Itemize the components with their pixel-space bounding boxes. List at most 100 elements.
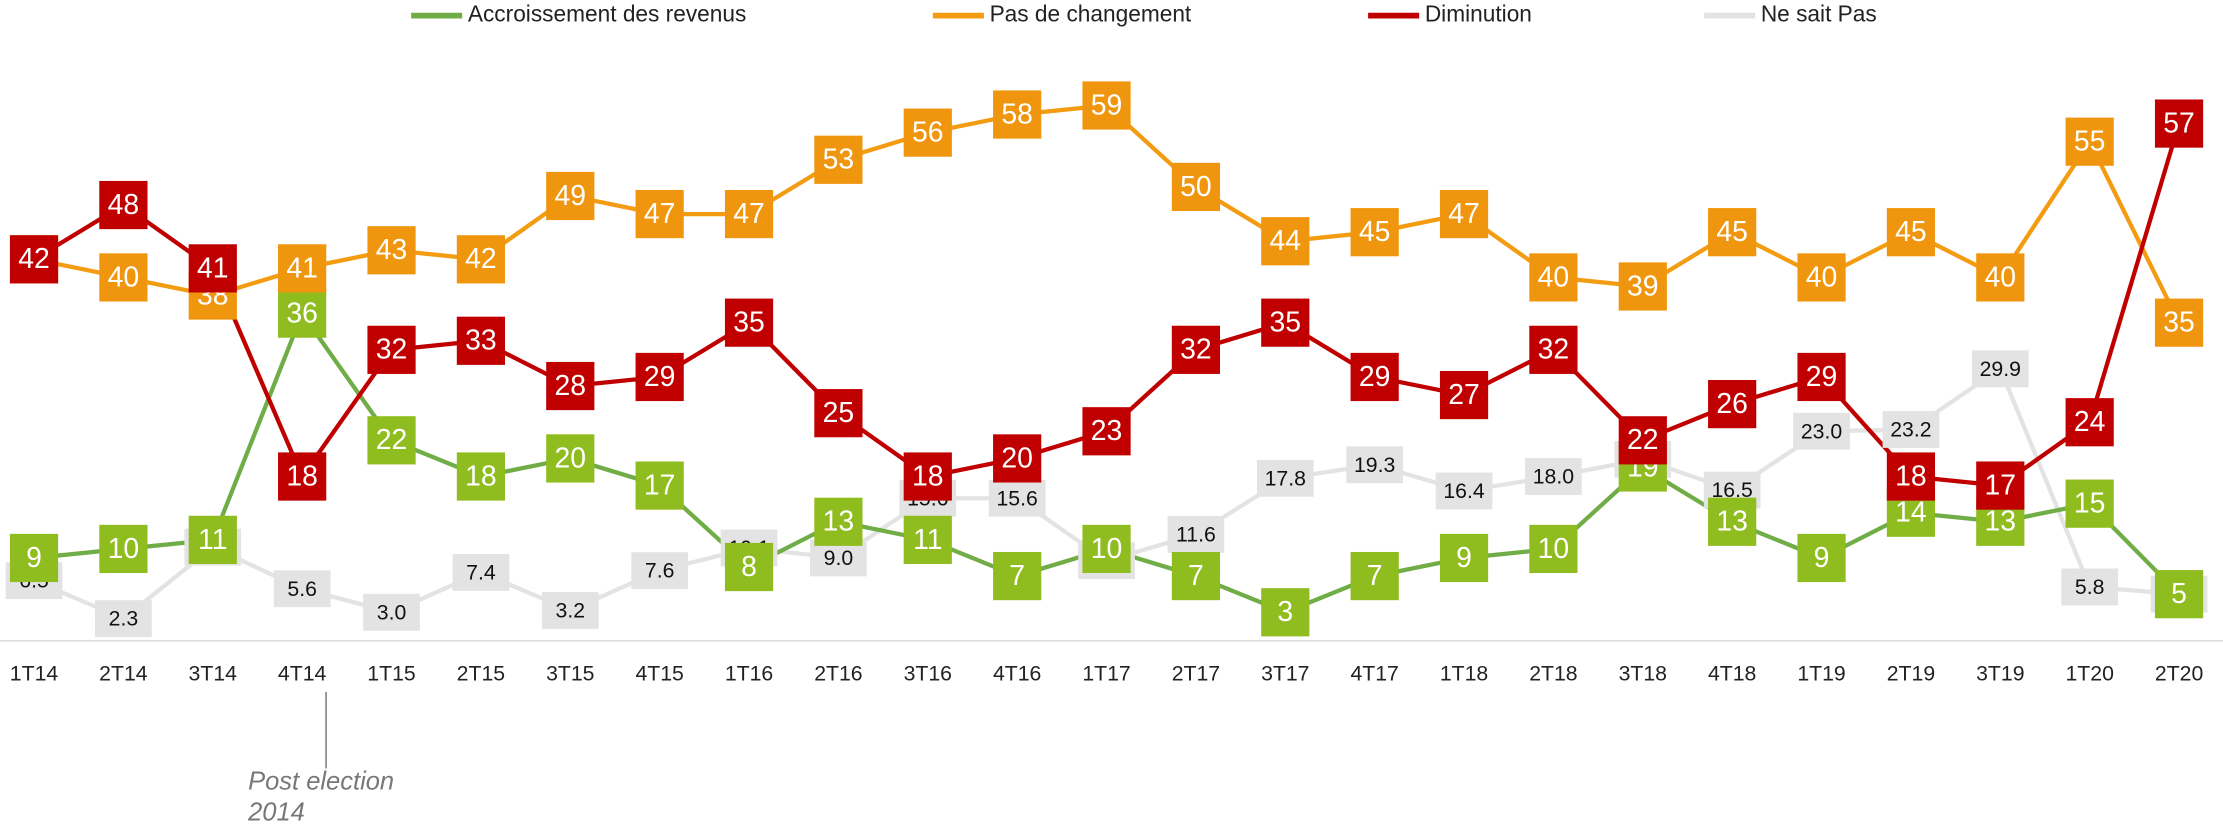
data-label-box xyxy=(1529,253,1578,302)
data-label-box xyxy=(1793,412,1850,450)
data-label: 35 xyxy=(2163,307,2195,339)
data-label-box xyxy=(456,452,506,501)
data-label-box xyxy=(1797,253,1846,302)
data-label-box xyxy=(367,226,416,275)
data-label: 17 xyxy=(1985,469,2017,501)
data-label-box xyxy=(2154,99,2204,148)
data-label: 11.6 xyxy=(1176,522,1216,546)
data-label: 7 xyxy=(1188,560,1204,592)
data-label: 8 xyxy=(741,551,757,583)
data-label-box xyxy=(1435,472,1493,510)
data-label-box xyxy=(1439,370,1489,420)
data-label: 43 xyxy=(376,234,408,266)
data-label: 24 xyxy=(2074,406,2106,438)
data-label-box xyxy=(1971,350,2029,388)
data-label-box xyxy=(724,542,774,592)
data-label-box xyxy=(1708,380,1757,429)
data-label: 20 xyxy=(555,442,587,474)
data-label-box xyxy=(2061,568,2119,606)
data-label-box xyxy=(188,244,237,293)
x-tick-label: 1T17 xyxy=(1082,661,1130,685)
x-tick-label: 2T16 xyxy=(814,661,862,685)
data-label-box xyxy=(903,108,952,157)
data-label: 53 xyxy=(823,144,855,176)
data-label-box xyxy=(1525,458,1582,495)
data-label-box xyxy=(1261,588,1310,637)
data-label-box xyxy=(541,592,599,629)
data-label-box xyxy=(1976,253,2025,302)
data-label-box xyxy=(814,135,863,184)
data-label: 56 xyxy=(912,117,944,149)
data-label-box xyxy=(1529,524,1578,574)
data-label-box xyxy=(1529,325,1578,374)
data-label: 7 xyxy=(1367,560,1383,592)
data-label-box xyxy=(546,434,595,483)
data-label-box xyxy=(1886,452,1936,501)
data-label-box xyxy=(724,298,774,347)
data-label-box xyxy=(1708,497,1757,546)
data-label: 40 xyxy=(1985,261,2017,293)
x-tick-label: 2T18 xyxy=(1529,661,1577,685)
data-label: 41 xyxy=(286,252,318,284)
data-label: 36 xyxy=(286,298,318,330)
data-label: 29 xyxy=(1806,361,1838,393)
data-label: 9 xyxy=(26,542,42,574)
data-label: 57 xyxy=(2163,107,2195,139)
data-label: 59 xyxy=(1091,89,1123,121)
data-label-box xyxy=(1082,81,1131,130)
data-label-box xyxy=(1976,461,2025,510)
x-tick-label: 2T20 xyxy=(2155,661,2203,685)
data-label-box xyxy=(635,352,684,402)
data-label-box xyxy=(367,325,416,374)
data-label: 26 xyxy=(1716,388,1748,420)
data-label: 9.0 xyxy=(824,546,854,570)
data-label-box xyxy=(1882,411,1940,448)
data-label: 55 xyxy=(2074,126,2106,158)
data-label: 18 xyxy=(465,460,497,492)
legend-label: Accroissement des revenus xyxy=(468,1,746,27)
data-label: 35 xyxy=(1270,307,1302,339)
data-label: 44 xyxy=(1270,225,1302,257)
data-label: 42 xyxy=(18,243,50,275)
data-label-box xyxy=(456,235,506,284)
data-label-box xyxy=(2065,117,2114,166)
data-label: 5 xyxy=(2171,578,2187,610)
data-label-box xyxy=(1618,416,1667,465)
data-label: 45 xyxy=(1895,216,1927,248)
x-tick-label: 2T19 xyxy=(1887,661,1935,685)
data-label-box xyxy=(546,171,595,221)
data-label-box xyxy=(993,551,1042,601)
x-tick-label: 1T14 xyxy=(10,661,59,685)
data-label: 17 xyxy=(644,469,676,501)
data-label: 19.3 xyxy=(1354,453,1395,477)
data-label-box xyxy=(1618,262,1667,311)
data-label-box xyxy=(1346,446,1404,484)
x-tick-label: 4T18 xyxy=(1708,661,1756,685)
x-tick-label: 2T15 xyxy=(457,661,505,685)
data-label-box xyxy=(993,434,1042,483)
data-label-box xyxy=(1439,533,1489,583)
data-label: 58 xyxy=(1001,98,1033,130)
data-label-box xyxy=(1886,208,1936,257)
data-label: 33 xyxy=(465,325,497,357)
data-label: 28 xyxy=(555,370,587,402)
data-label: 48 xyxy=(108,189,140,221)
data-label-box xyxy=(814,497,863,546)
data-label-box xyxy=(2065,479,2114,528)
data-label-box xyxy=(724,189,774,239)
data-label-box xyxy=(988,479,1046,517)
data-label-box xyxy=(95,600,152,638)
data-label-box xyxy=(2065,398,2114,447)
data-label: 18.0 xyxy=(1533,465,1574,489)
x-tick-label: 1T15 xyxy=(367,661,415,685)
data-label-box xyxy=(1261,217,1310,266)
x-tick-label: 3T16 xyxy=(904,661,952,685)
legend-label: Diminution xyxy=(1425,1,1532,27)
data-label: 9 xyxy=(1814,542,1830,574)
data-label-box xyxy=(363,593,420,631)
data-label: 39 xyxy=(1627,270,1659,302)
x-tick-label: 3T17 xyxy=(1261,661,1309,685)
data-label-box xyxy=(1256,459,1314,497)
